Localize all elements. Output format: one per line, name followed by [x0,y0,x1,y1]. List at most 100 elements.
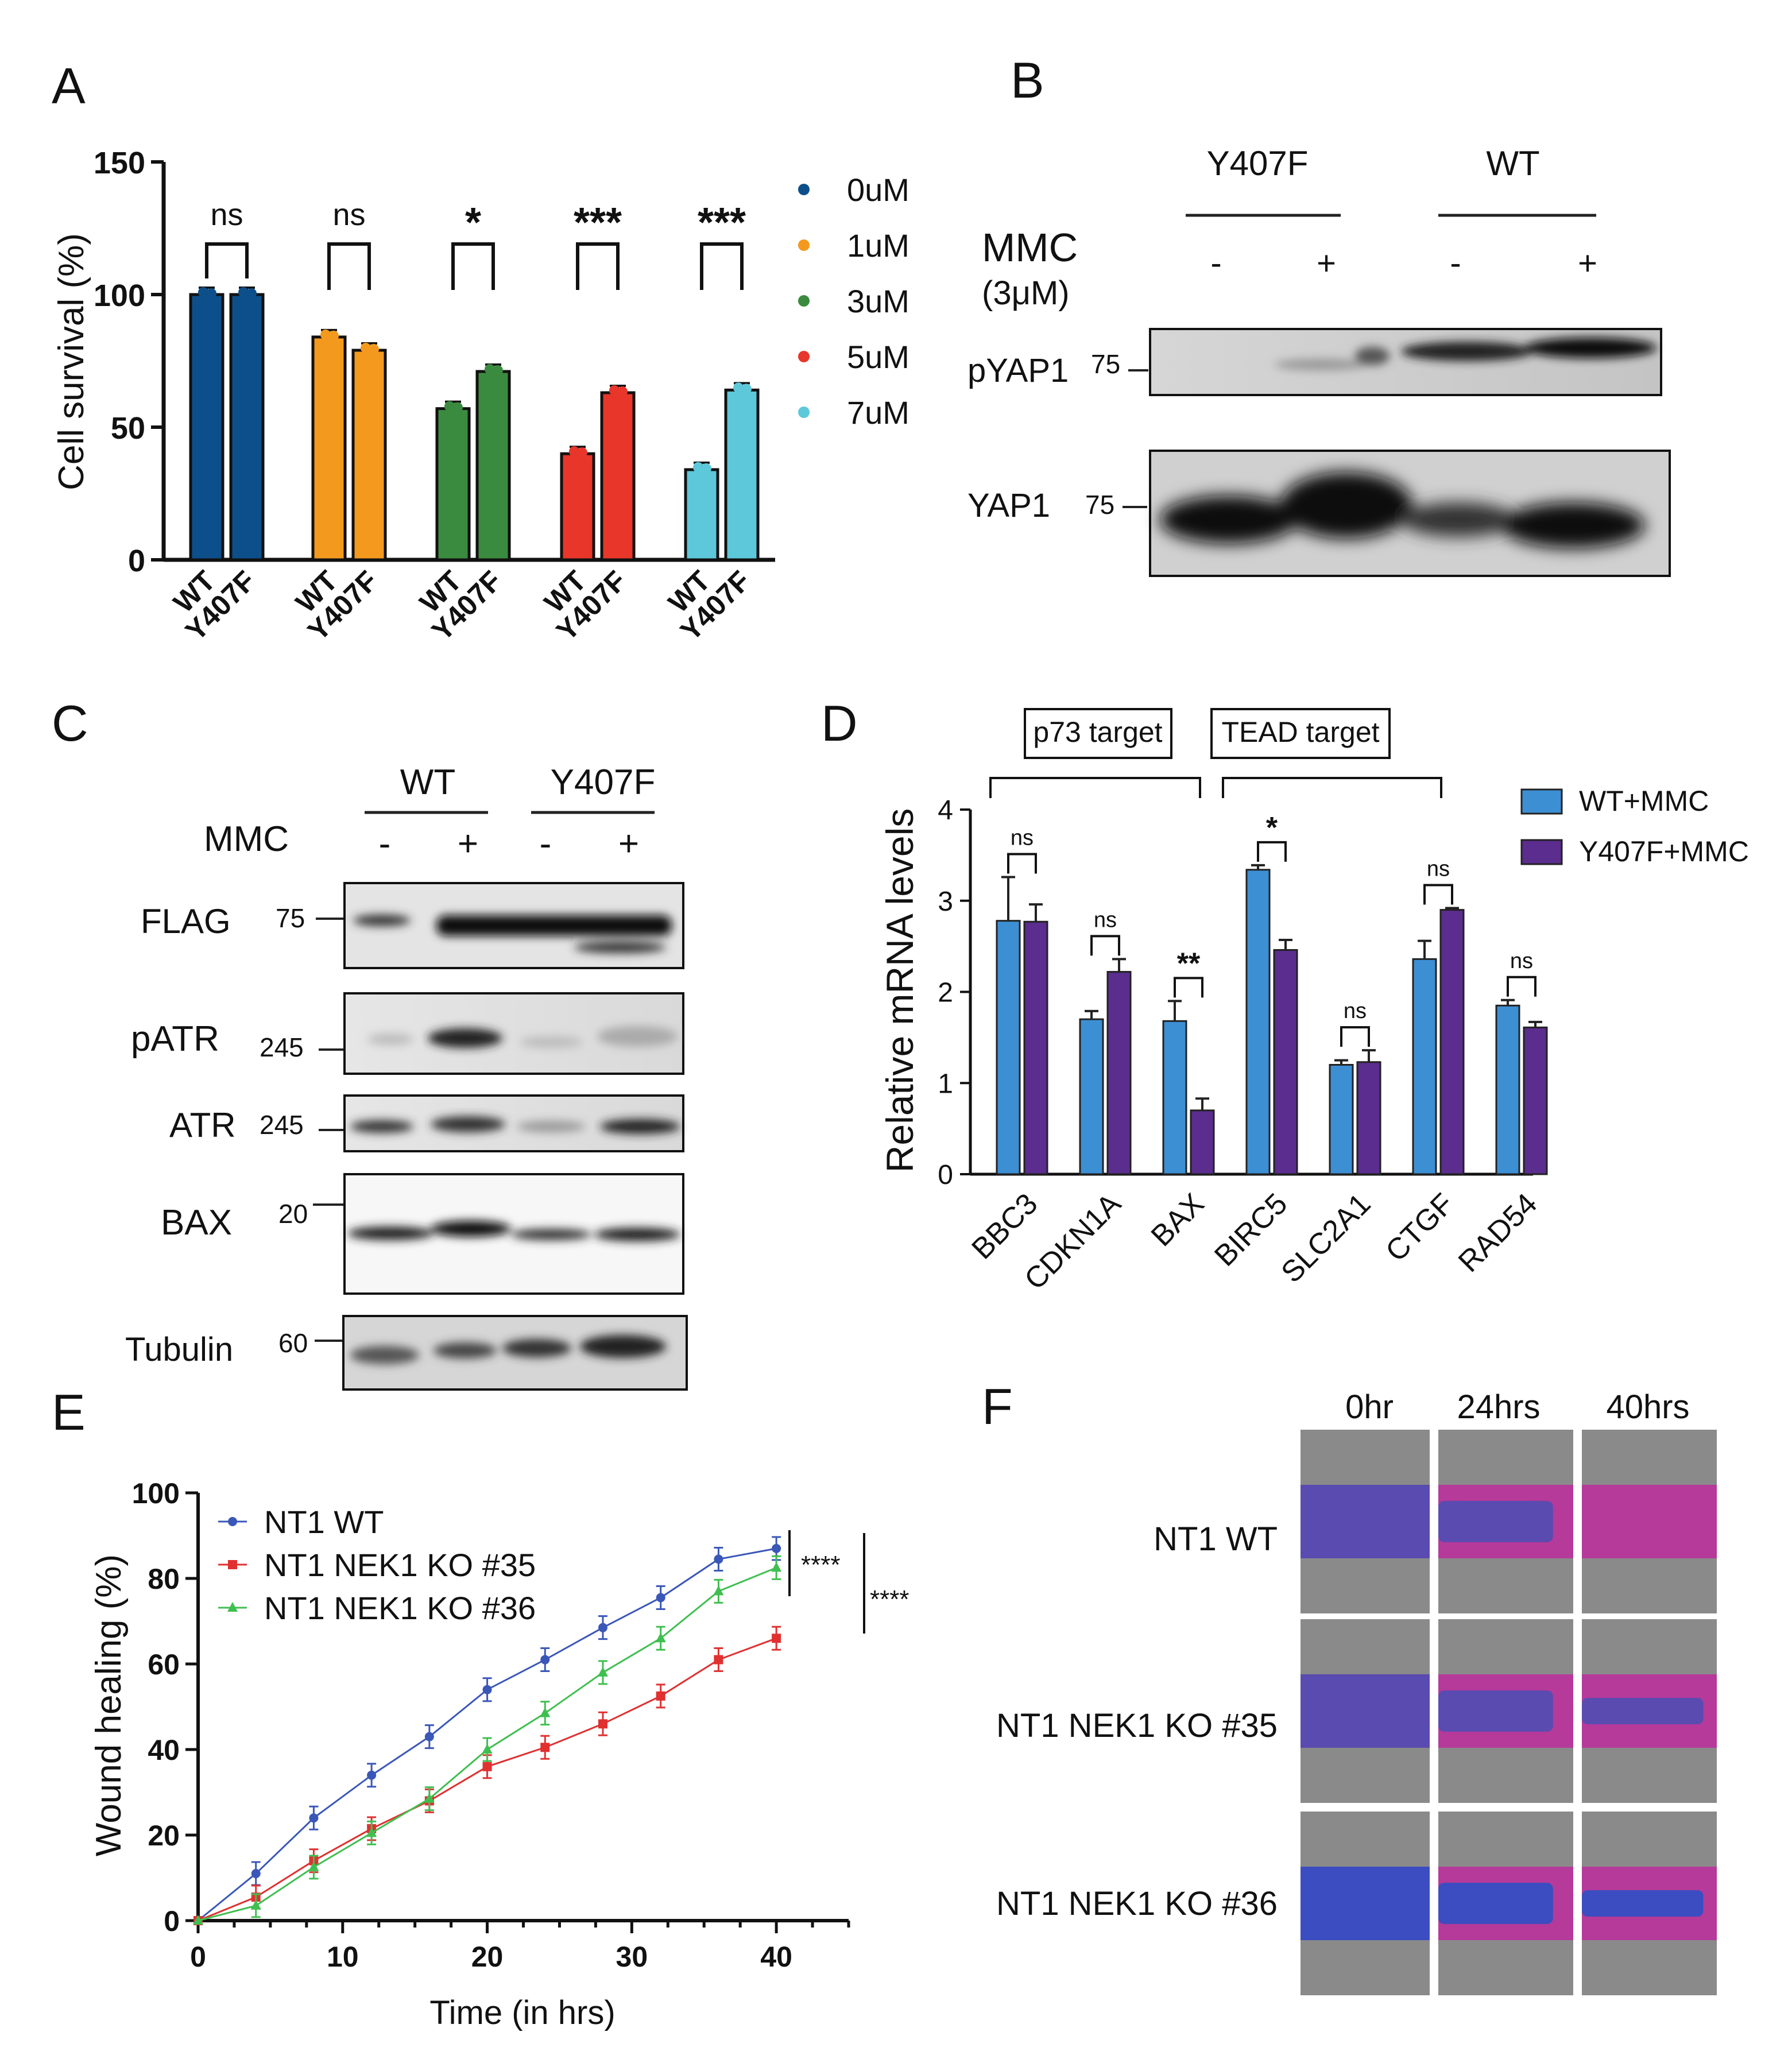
f-cell-region [1301,1674,1430,1748]
blot-b-sign: + [1317,245,1336,282]
e-x-tick-label: 20 [471,1941,504,1973]
a-bar [311,335,347,562]
e-y-tick-label: 20 [148,1820,180,1852]
e-point [482,1744,493,1754]
d-bar [1190,1109,1215,1175]
d-sig-label: ns [1094,908,1117,932]
blot-c-row-label: Tubulin [125,1331,233,1368]
e-point [251,1869,261,1879]
a-y-tick-label: 50 [111,411,145,446]
blot-b-dose: (3μM) [982,274,1070,312]
e-y-tick-label: 0 [164,1905,180,1937]
f-cell-region [1301,1867,1430,1940]
e-point [250,1899,261,1910]
f-row-label: NT1 NEK1 KO #36 [996,1885,1278,1922]
e-point [598,1719,607,1729]
a-sig-label: * [465,200,481,246]
a-y-axis-label: Cell survival (%) [52,233,91,490]
d-sig-bracket [1507,976,1536,997]
panel-label-c: C [52,695,88,752]
d-sig-bracket [1423,884,1453,905]
e-x-tick-label: 10 [327,1941,359,1973]
a-sig-label: ns [210,198,243,232]
a-point [617,386,628,397]
a-sig-label: ns [332,198,365,232]
d-bar [1439,909,1465,1175]
blot-c-row-label: BAX [161,1203,232,1243]
blot-c-sign: + [618,824,639,864]
e-point [540,1655,550,1665]
d-y-tick-label: 0 [938,1160,953,1190]
a-legend-label: 0uM [847,172,909,208]
f-wound-region [1438,1883,1553,1924]
e-legend-marker [227,1602,238,1612]
a-y-tick-label: 150 [94,146,145,180]
a-point [361,343,371,354]
blot-b-sign: - [1450,245,1461,282]
a-legend-label: 3uM [847,283,909,319]
e-point [424,1793,435,1803]
blot-c-row-mw: 60 [278,1328,308,1358]
blot-c-row-mw: 245 [260,1032,304,1062]
a-sig-bracket [576,242,620,290]
f-wound-region [1582,1697,1704,1725]
blot-c-bands-flag [353,915,672,953]
e-x-tick-label: 40 [760,1941,792,1973]
a-point [206,288,216,299]
blot-c-group-wt: WT [400,763,455,802]
e-point [656,1593,665,1603]
a-sig-bracket [700,242,744,290]
blot-c-row-mw: 20 [278,1199,308,1229]
f-cell-region [1301,1485,1430,1558]
f-wound-region [1438,1690,1553,1732]
a-legend-marker [798,184,810,195]
a-bar [435,407,471,562]
e-point [597,1666,608,1677]
d-sig-label: ** [1177,947,1201,980]
e-legend-marker [228,1517,237,1526]
a-point [485,363,495,374]
d-y-tick-label: 4 [938,795,953,826]
e-x-axis-label: Time (in hrs) [429,1994,615,2031]
a-bar [724,388,760,562]
a-point [444,401,455,412]
d-bar [1106,971,1132,1175]
panel-label-f: F [982,1378,1013,1435]
d-group-bracket [989,777,1201,798]
e-point [656,1691,665,1701]
a-legend-marker [798,239,810,251]
e-point [366,1827,377,1837]
a-sig-bracket [327,242,371,290]
a-bar [600,391,636,562]
blot-b-row-mw: 75 [1091,349,1120,379]
a-legend-marker [798,295,810,307]
e-y-tick-label: 40 [148,1734,180,1766]
d-legend-label: Y407F+MMC [1579,835,1749,868]
blot-c-bands-tubulin [350,1335,666,1364]
a-bar [475,370,511,562]
d-bar [1245,869,1271,1175]
a-point [328,330,339,341]
e-sig-label: **** [870,1585,909,1613]
a-y-tick-label: 0 [128,544,145,578]
e-point [714,1655,723,1665]
d-y-axis-label: Relative mRNA levels [878,808,921,1173]
d-bar [1162,1020,1187,1175]
d-x-tick-label: CTGF [1379,1187,1460,1268]
a-point [246,288,257,299]
e-point [482,1762,492,1771]
a-point [701,463,711,474]
d-bar [1023,920,1048,1175]
f-cell-region [1582,1485,1717,1558]
d-bar [1523,1026,1548,1175]
blot-b-treatment: MMC [982,225,1078,270]
f-col-label: 0hr [1345,1388,1394,1426]
d-bar [1273,949,1298,1175]
e-point [309,1813,319,1823]
e-point [772,1634,781,1643]
d-x-tick-label: BAX [1145,1187,1211,1253]
panel-label-e: E [52,1384,86,1441]
a-legend-label: 1uM [847,227,909,264]
panel-label-a: A [52,57,86,114]
e-sig-label: **** [801,1551,841,1579]
